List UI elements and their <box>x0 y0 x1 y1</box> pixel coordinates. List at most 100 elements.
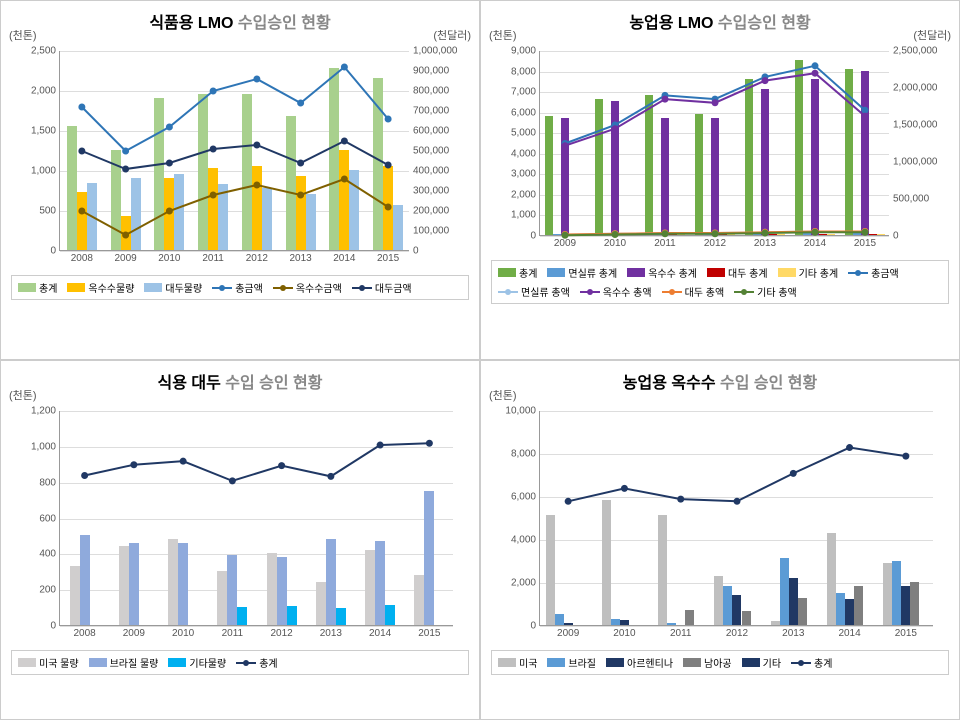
marker <box>862 229 869 236</box>
legend-item: 브라질 <box>547 655 596 670</box>
legend-label: 총금액 <box>871 265 899 280</box>
marker <box>78 208 85 215</box>
marker <box>562 232 569 239</box>
x-tick: 2009 <box>115 250 137 264</box>
chart-agri-lmo: 농업용 LMO 수입승인 현황(천톤)(천달러)01,0002,0003,000… <box>480 0 960 360</box>
marker <box>385 162 392 169</box>
marker <box>341 64 348 71</box>
x-tick: 2012 <box>726 625 748 639</box>
x-tick: 2015 <box>854 235 876 249</box>
marker <box>78 148 85 155</box>
legend-label: 미국 <box>519 655 537 670</box>
marker <box>180 458 187 465</box>
swatch-line <box>848 272 868 274</box>
y-tick: 1,200 <box>31 406 60 417</box>
marker <box>662 230 669 237</box>
marker <box>229 477 236 484</box>
x-tick: 2014 <box>838 625 860 639</box>
marker <box>862 113 869 120</box>
legend-label: 총계 <box>519 265 537 280</box>
legend-item: 면실류 총액 <box>498 284 570 299</box>
y-tick: 2,500 <box>31 46 60 57</box>
y-tick-right: 0 <box>889 231 899 242</box>
marker <box>734 498 741 505</box>
y-tick: 200 <box>39 585 60 596</box>
y-tick-right: 200,000 <box>409 206 449 217</box>
marker <box>81 472 88 479</box>
legend-label: 총계 <box>814 655 832 670</box>
marker <box>562 142 569 149</box>
y-tick-right: 1,000,000 <box>889 157 938 168</box>
marker <box>677 496 684 503</box>
swatch-bar <box>547 658 565 667</box>
marker <box>377 442 384 449</box>
legend-label: 기타 총계 <box>799 265 839 280</box>
marker <box>846 444 853 451</box>
title-sub: 수입 승인 현황 <box>720 375 817 392</box>
legend-item: 기타 <box>742 655 781 670</box>
swatch-bar <box>498 658 516 667</box>
x-tick: 2010 <box>172 625 194 639</box>
x-tick: 2010 <box>613 625 635 639</box>
y-tick: 800 <box>39 477 60 488</box>
legend-label: 브라질 <box>568 655 596 670</box>
y-tick: 1,000 <box>31 441 60 452</box>
series-line <box>82 141 388 169</box>
x-tick: 2011 <box>670 625 692 639</box>
x-tick: 2009 <box>557 625 579 639</box>
legend-item: 총계 <box>498 265 537 280</box>
legend-item: 기타 총액 <box>734 284 797 299</box>
legend-item: 총계 <box>791 655 832 670</box>
legend-label: 기타 <box>763 655 781 670</box>
x-tick: 2015 <box>418 625 440 639</box>
plot-area: 01,0002,0003,0004,0005,0006,0007,0008,00… <box>539 51 889 236</box>
charts-grid: 식품용 LMO 수입승인 현황(천톤)(천달러)05001,0001,5002,… <box>0 0 960 720</box>
y-tick-right: 0 <box>409 246 419 257</box>
title-main: 식용 대두 <box>158 375 221 392</box>
legend-label: 대두물량 <box>165 280 202 295</box>
marker <box>790 470 797 477</box>
y-tick-right: 700,000 <box>409 106 449 117</box>
legend-item: 미국 <box>498 655 537 670</box>
marker <box>253 182 260 189</box>
swatch-bar <box>498 268 516 277</box>
legend-item: 면실류 총계 <box>547 265 617 280</box>
legend-item: 대두물량 <box>144 280 202 295</box>
y-left-label: (천톤) <box>9 387 37 403</box>
marker <box>278 462 285 469</box>
legend-label: 옥수수 총계 <box>648 265 697 280</box>
plot-area: 02004006008001,0001,20020082009201020112… <box>59 411 453 626</box>
chart-title: 식품용 LMO 수입승인 현황 <box>11 9 469 33</box>
marker <box>812 62 819 69</box>
swatch-line <box>580 291 600 293</box>
y-tick-right: 2,500,000 <box>889 46 938 57</box>
chart-food-lmo: 식품용 LMO 수입승인 현황(천톤)(천달러)05001,0001,5002,… <box>0 0 480 360</box>
legend-item: 총금액 <box>848 265 899 280</box>
legend-label: 대두금액 <box>375 280 412 295</box>
lines-layer <box>540 411 934 626</box>
x-tick: 2013 <box>782 625 804 639</box>
swatch-line <box>352 287 372 289</box>
marker <box>812 70 819 77</box>
legend-item: 옥수수물량 <box>67 280 134 295</box>
chart-agri-corn: 농업용 옥수수 수입 승인 현황(천톤)02,0004,0006,0008,00… <box>480 360 960 720</box>
x-tick: 2012 <box>271 625 293 639</box>
swatch-bar <box>606 658 624 667</box>
y-tick: 0 <box>530 621 540 632</box>
legend-label: 남아공 <box>704 655 732 670</box>
title-sub: 수입승인 현황 <box>718 15 811 32</box>
marker <box>341 138 348 145</box>
marker <box>902 453 909 460</box>
y-tick: 4,000 <box>511 535 540 546</box>
chart-title: 농업용 LMO 수입승인 현황 <box>491 9 949 33</box>
legend-item: 대두 총액 <box>662 284 725 299</box>
series-line <box>568 448 906 502</box>
legend-item: 대두금액 <box>352 280 412 295</box>
marker <box>78 104 85 111</box>
marker <box>130 461 137 468</box>
y-tick: 0 <box>50 246 60 257</box>
title-sub: 수입승인 현황 <box>238 15 331 32</box>
y-tick: 2,000 <box>511 189 540 200</box>
legend-label: 총금액 <box>235 280 263 295</box>
x-tick: 2013 <box>754 235 776 249</box>
